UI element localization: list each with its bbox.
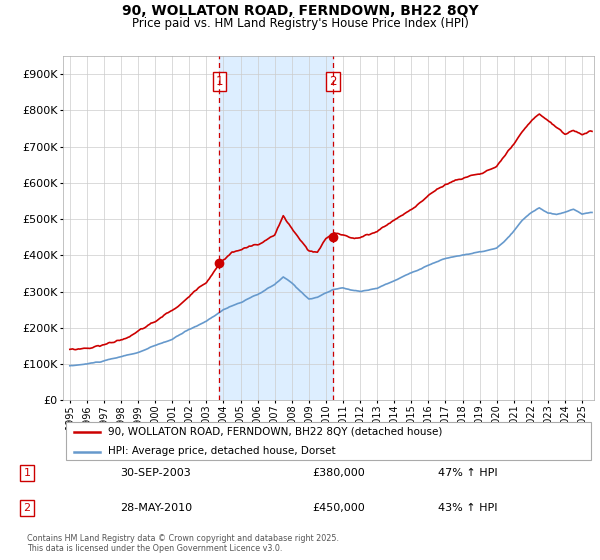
Text: 43% ↑ HPI: 43% ↑ HPI	[438, 503, 497, 513]
Text: 47% ↑ HPI: 47% ↑ HPI	[438, 468, 497, 478]
Text: Contains HM Land Registry data © Crown copyright and database right 2025.
This d: Contains HM Land Registry data © Crown c…	[27, 534, 339, 553]
Text: 90, WOLLATON ROAD, FERNDOWN, BH22 8QY: 90, WOLLATON ROAD, FERNDOWN, BH22 8QY	[122, 4, 478, 18]
Text: HPI: Average price, detached house, Dorset: HPI: Average price, detached house, Dors…	[108, 446, 336, 456]
FancyBboxPatch shape	[65, 422, 592, 460]
Text: 1: 1	[215, 75, 223, 88]
Text: 90, WOLLATON ROAD, FERNDOWN, BH22 8QY (detached house): 90, WOLLATON ROAD, FERNDOWN, BH22 8QY (d…	[108, 427, 443, 437]
Text: 1: 1	[23, 468, 31, 478]
Text: £380,000: £380,000	[312, 468, 365, 478]
Text: 2: 2	[329, 75, 337, 88]
Text: 2: 2	[23, 503, 31, 513]
Text: 30-SEP-2003: 30-SEP-2003	[120, 468, 191, 478]
Bar	[219, 56, 333, 400]
Text: Price paid vs. HM Land Registry's House Price Index (HPI): Price paid vs. HM Land Registry's House …	[131, 17, 469, 30]
Text: £450,000: £450,000	[312, 503, 365, 513]
Text: 28-MAY-2010: 28-MAY-2010	[120, 503, 192, 513]
